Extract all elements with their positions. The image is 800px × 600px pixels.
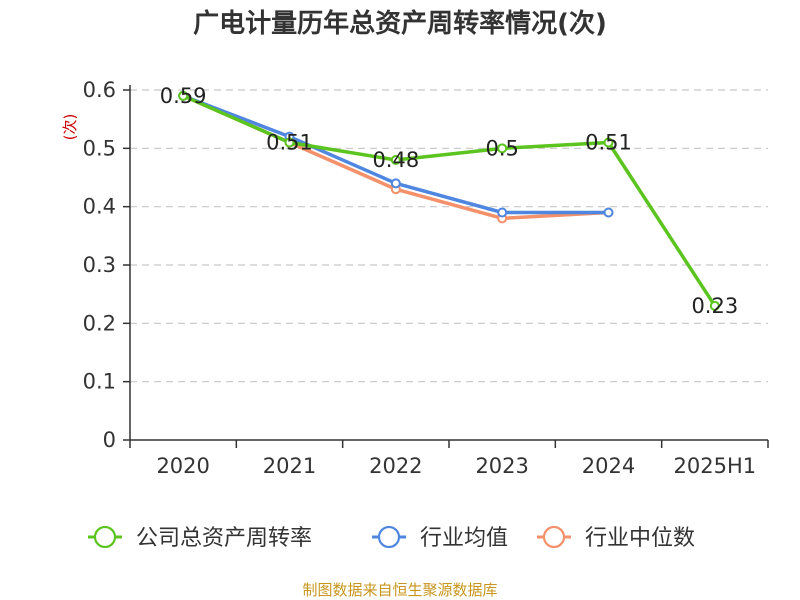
y-tick-label: 0.4 <box>83 195 116 219</box>
legend[interactable]: 公司总资产周转率 行业均值 行业中位数 <box>88 525 695 551</box>
data-point <box>390 155 401 165</box>
y-tick-label: 0.3 <box>83 253 116 277</box>
legend-swatch-marker[interactable] <box>93 525 117 549</box>
x-tick-label: 2021 <box>263 454 316 478</box>
x-tick-label: 2024 <box>582 454 635 478</box>
legend-item-label[interactable]: 公司总资产周转率 <box>136 526 312 551</box>
x-tick-label: 2020 <box>156 454 209 478</box>
data-point <box>497 143 508 154</box>
data-label: 0.23 <box>691 294 738 318</box>
grid <box>130 89 768 383</box>
y-tick-label: 0 <box>103 428 116 452</box>
legend-item-label[interactable]: 行业均值 <box>420 526 508 551</box>
data-point <box>390 178 401 189</box>
y-tick-label: 0.1 <box>83 370 116 394</box>
data-label: 0.5 <box>485 136 518 160</box>
x-tick-label: 2025H1 <box>674 454 757 478</box>
data-label: 0.51 <box>266 131 313 155</box>
data-point <box>709 300 720 311</box>
y-tick-label: 0.2 <box>83 311 116 335</box>
y-axis-label: (次) <box>61 114 79 141</box>
series <box>178 90 720 311</box>
data-point <box>603 207 614 218</box>
data-labels: 0.59 0.51 0.48 0.5 0.51 0.23 <box>160 84 738 318</box>
y-tick-label: 0.6 <box>83 78 116 102</box>
data-label: 0.48 <box>372 148 419 172</box>
y-tick-label: 0.5 <box>83 136 116 160</box>
x-tick-label: 2022 <box>369 454 422 478</box>
data-label: 0.59 <box>160 84 207 108</box>
data-point <box>284 137 295 148</box>
series-line <box>181 94 717 308</box>
legend-swatch-marker[interactable] <box>377 525 401 549</box>
axes: 0 0.1 0.2 0.3 0.4 0.5 0.6 2020 2021 2022 2023 2024 2… <box>83 78 769 478</box>
data-point <box>178 90 189 101</box>
data-label: 0.51 <box>585 131 632 155</box>
x-tick-label: 2023 <box>475 454 528 478</box>
legend-item-label[interactable]: 行业中位数 <box>585 526 695 551</box>
data-point <box>603 137 614 148</box>
chart-title: 广电计量历年总资产周转率情况(次) <box>193 8 607 39</box>
legend-swatch-marker[interactable] <box>542 525 566 549</box>
source-note: 制图数据来自恒生聚源数据库 <box>302 581 497 599</box>
data-point <box>497 207 508 218</box>
